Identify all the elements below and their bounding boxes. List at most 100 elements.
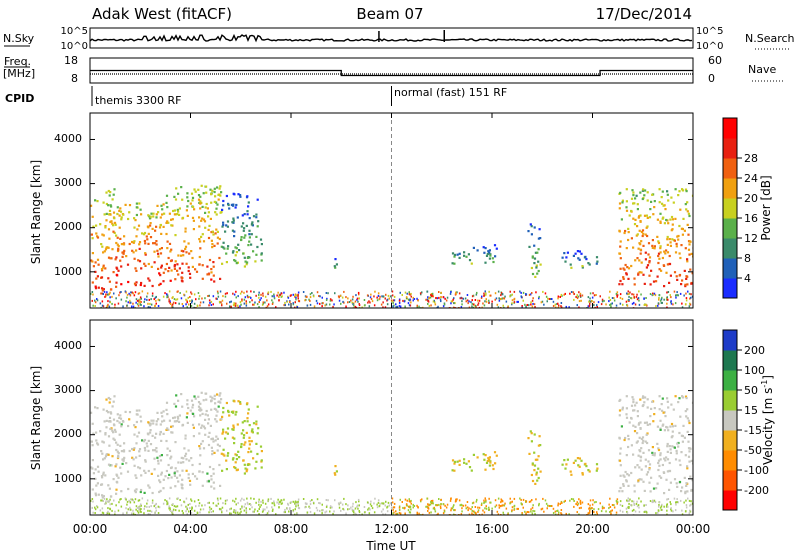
power-cell bbox=[645, 214, 648, 217]
velocity-near-cell bbox=[591, 507, 593, 510]
power-cell bbox=[691, 194, 693, 197]
velocity-near-cell bbox=[600, 510, 603, 513]
velocity-cell bbox=[117, 452, 120, 455]
velocity-cell bbox=[144, 459, 147, 462]
power-near-cell bbox=[262, 292, 264, 295]
power-cell bbox=[618, 207, 621, 210]
velocity-near-cell bbox=[392, 506, 395, 509]
power-near-cell bbox=[548, 298, 551, 300]
power-near-cell bbox=[190, 291, 192, 294]
velocity-near-cell bbox=[230, 513, 232, 515]
velocity-near-cell bbox=[373, 502, 375, 505]
power-cell bbox=[243, 213, 246, 216]
velocity-near-cell bbox=[485, 500, 487, 503]
power-ytick-3000: 3000 bbox=[54, 176, 82, 189]
power-near-cell bbox=[511, 302, 513, 305]
velocity-near-cell bbox=[370, 505, 373, 507]
power-near-cell bbox=[243, 298, 246, 301]
velocity-cell bbox=[687, 440, 690, 443]
power-near-cell bbox=[195, 298, 197, 301]
power-cell bbox=[154, 229, 157, 232]
velocity-near-cell bbox=[100, 499, 102, 502]
power-near-cell bbox=[560, 306, 563, 308]
power-cell bbox=[211, 189, 214, 192]
power-near-cell bbox=[631, 302, 634, 305]
power-cell bbox=[335, 263, 338, 266]
velocity-cell bbox=[530, 473, 533, 477]
power-near-cell bbox=[271, 295, 273, 298]
power-cell bbox=[334, 266, 337, 269]
velocity-cell bbox=[221, 432, 224, 435]
power-cell bbox=[646, 216, 649, 219]
power-cell bbox=[193, 208, 196, 211]
power-near-cell bbox=[351, 301, 353, 304]
velocity-cell bbox=[147, 439, 150, 442]
power-cell bbox=[102, 234, 105, 237]
velocity-near-cell bbox=[433, 506, 435, 509]
power-cell bbox=[199, 207, 202, 210]
velocity-cell bbox=[642, 480, 645, 483]
power-cell bbox=[574, 252, 577, 255]
velocity-cell bbox=[143, 446, 146, 450]
velocity-near-cell bbox=[262, 508, 264, 511]
velocity-cell bbox=[198, 423, 201, 426]
velocity-cell bbox=[134, 426, 137, 429]
velocity-cell bbox=[174, 441, 177, 444]
power-near-cell bbox=[587, 296, 590, 299]
velocity-cell bbox=[484, 454, 487, 457]
velocity-cell bbox=[173, 470, 176, 474]
power-near-cell bbox=[673, 290, 676, 293]
power-near-cell bbox=[267, 303, 270, 306]
power-cell bbox=[537, 269, 540, 273]
power-near-cell bbox=[610, 305, 612, 308]
velocity-near-cell bbox=[593, 508, 595, 511]
power-cell bbox=[116, 243, 119, 246]
velocity-cell bbox=[256, 432, 259, 435]
velocity-near-cell bbox=[204, 504, 206, 507]
power-cell bbox=[232, 217, 235, 220]
velocity-cell bbox=[124, 410, 127, 413]
velocity-cell bbox=[637, 423, 640, 426]
velocity-cell bbox=[231, 428, 234, 431]
velocity-near-cell bbox=[589, 504, 591, 507]
power-cell bbox=[683, 229, 686, 232]
power-cell bbox=[625, 272, 628, 275]
power-cell bbox=[254, 260, 257, 263]
velocity-near-cell bbox=[216, 497, 219, 500]
power-near-cell bbox=[140, 304, 142, 306]
power-near-cell bbox=[596, 306, 598, 308]
power-colorbar-swatch bbox=[723, 138, 737, 159]
power-near-cell bbox=[168, 290, 171, 293]
velocity-near-cell bbox=[173, 505, 176, 508]
power-cell bbox=[649, 208, 652, 211]
power-near-cell bbox=[241, 290, 243, 293]
velocity-cell bbox=[618, 436, 621, 439]
power-cell bbox=[198, 238, 201, 241]
power-near-cell bbox=[454, 302, 456, 305]
velocity-cell bbox=[160, 439, 163, 442]
power-cell bbox=[153, 250, 156, 253]
velocity-cell bbox=[539, 470, 542, 473]
velocity-near-cell bbox=[513, 508, 516, 511]
velocity-near-cell bbox=[187, 503, 189, 506]
power-near-cell bbox=[334, 292, 336, 295]
velocity-cell bbox=[213, 487, 216, 490]
power-cell bbox=[231, 251, 235, 254]
power-cell bbox=[216, 203, 219, 206]
velocity-cell bbox=[627, 434, 630, 437]
velocity-cell bbox=[630, 444, 633, 447]
power-near-cell bbox=[183, 293, 185, 296]
velocity-cell bbox=[627, 438, 630, 441]
power-near-cell bbox=[663, 298, 665, 301]
velocity-cell bbox=[646, 398, 649, 401]
power-near-cell bbox=[633, 296, 635, 299]
velocity-cell bbox=[647, 449, 651, 452]
power-near-cell bbox=[626, 293, 629, 296]
velocity-near-cell bbox=[258, 508, 260, 510]
velocity-near-cell bbox=[455, 500, 457, 502]
velocity-cell bbox=[159, 481, 162, 484]
velocity-cell bbox=[96, 443, 100, 446]
power-cell bbox=[458, 256, 461, 259]
velocity-near-cell bbox=[284, 511, 286, 514]
power-near-cell bbox=[461, 297, 463, 300]
